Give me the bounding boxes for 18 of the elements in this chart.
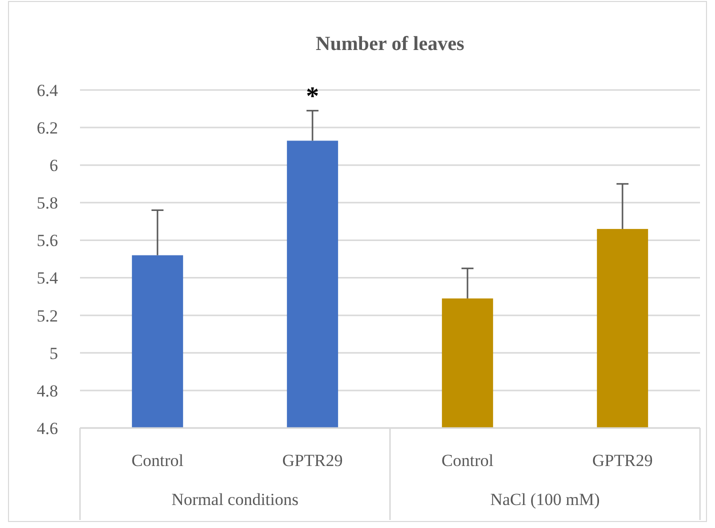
x-tick-label: Control bbox=[442, 451, 494, 470]
text: Normal conditions bbox=[171, 490, 299, 509]
annotation: * bbox=[306, 82, 319, 111]
text: NaCl (100 mM) bbox=[490, 490, 600, 509]
y-tick-label: 4.8 bbox=[36, 381, 58, 400]
chart-title: Number of leaves bbox=[316, 33, 464, 55]
y-tick-label: 5.8 bbox=[36, 194, 58, 213]
y-tick-label: 6.2 bbox=[36, 118, 58, 138]
x-tick-label: GPTR29 bbox=[282, 451, 343, 470]
y-tick-label: 5.6 bbox=[36, 231, 58, 250]
x-tick-label: Control bbox=[132, 451, 184, 470]
y-tick-label: 6 bbox=[50, 156, 58, 176]
y-tick-label: 5 bbox=[50, 344, 58, 363]
y-tick-label: 4.6 bbox=[36, 418, 58, 438]
y-tick-label: 5.2 bbox=[36, 306, 58, 326]
y-tick-label: 6.4 bbox=[36, 80, 58, 100]
y-tick-label: 5.4 bbox=[36, 268, 58, 288]
x-tick-label: GPTR29 bbox=[592, 451, 653, 470]
